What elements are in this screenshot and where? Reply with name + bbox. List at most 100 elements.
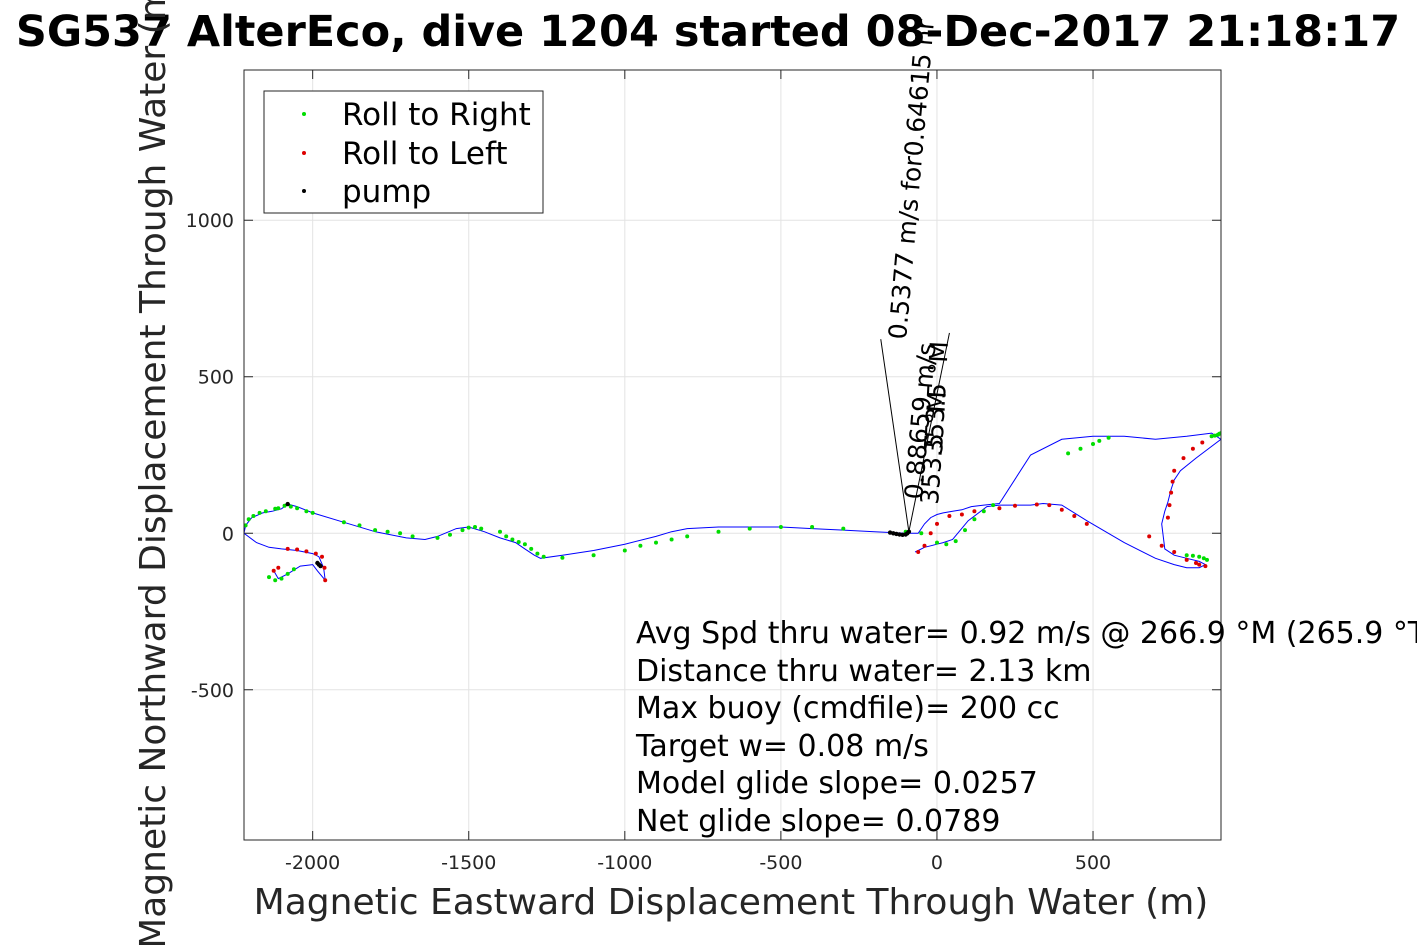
stat-model-glide: Model glide slope= 0.0257 [636, 766, 1038, 801]
roll-left-point [276, 565, 281, 570]
roll-right-point [1066, 451, 1071, 456]
roll-right-point [1091, 442, 1095, 446]
roll-right-point [273, 578, 278, 583]
roll-left-point [1059, 507, 1064, 512]
roll-right-point [944, 542, 949, 547]
roll-right-point [1078, 446, 1083, 451]
roll-left-point [959, 512, 964, 517]
roll-left-point [1170, 479, 1175, 484]
roll-right-point [257, 510, 262, 515]
roll-right-point [747, 526, 752, 531]
roll-left-point [304, 549, 309, 554]
roll-right-point [1212, 433, 1217, 438]
roll-right-point [304, 509, 309, 514]
roll-right-point [291, 567, 296, 572]
roll-right-point [510, 537, 515, 542]
legend-box [263, 90, 544, 214]
legend-label-pump: pump [342, 174, 431, 210]
roll-right-point [435, 535, 440, 540]
roll-right-point [529, 546, 534, 551]
roll-right-point [541, 554, 546, 559]
roll-right-point [357, 523, 362, 528]
legend: Roll to Right Roll to Left pump [263, 90, 544, 214]
roll-left-point [1159, 543, 1164, 548]
axes-box [243, 69, 1222, 841]
stat-max-buoy: Max buoy (cmdfile)= 200 cc [636, 691, 1060, 726]
series [244, 431, 1221, 583]
roll-right-point [963, 528, 967, 533]
roll-right-point [460, 528, 465, 533]
y-tick-label: -500 [191, 680, 234, 702]
roll-left-point [1013, 503, 1017, 508]
roll-right-point [778, 525, 783, 529]
roll-left-point [922, 543, 927, 548]
legend-label-roll-left: Roll to Left [342, 136, 508, 172]
roll-right-point [251, 514, 256, 518]
roll-right-point [1205, 557, 1209, 562]
roll-left-point [947, 514, 952, 518]
roll-right-point [716, 529, 721, 534]
x-tick-label: -500 [759, 852, 802, 874]
current-vector-2 [908, 332, 950, 532]
chart-title: SG537 AlterEco, dive 1204 started 08-Dec… [16, 7, 1400, 57]
roll-left-point [1147, 534, 1152, 539]
roll-right-point [285, 571, 290, 576]
roll-right-point [410, 534, 415, 539]
roll-right-point [273, 506, 278, 511]
roll-left-point [1203, 564, 1208, 569]
roll-left-point [1034, 502, 1039, 507]
roll-left-point [928, 531, 933, 536]
pump-point [906, 529, 912, 534]
roll-right-point [244, 523, 248, 528]
roll-left-point [1190, 446, 1195, 451]
legend-label-roll-right: Roll to Right [342, 97, 531, 133]
roll-left-point [1169, 490, 1174, 495]
roll-left-point [285, 546, 290, 551]
roll-left-point [935, 521, 939, 526]
roll-right-point [279, 576, 284, 581]
roll-right-point [841, 526, 846, 531]
roll-right-point [591, 553, 596, 558]
roll-right-point [1197, 554, 1202, 559]
y-tick-label: 0 [222, 523, 234, 545]
roll-right-point [288, 504, 293, 509]
roll-right-point [341, 520, 346, 525]
stat-target-w: Target w= 0.08 m/s [635, 729, 929, 764]
roll-right-point [1201, 556, 1206, 561]
roll-left-point [1172, 468, 1177, 473]
roll-left-point [271, 568, 276, 573]
roll-right-point [473, 525, 477, 529]
roll-right-point [981, 509, 986, 514]
current-vector-1 [880, 339, 910, 532]
roll-right-point [466, 525, 471, 530]
current-label-4: 353.5 °M [919, 340, 954, 455]
roll-right-point [953, 539, 958, 544]
x-tick-label: -2000 [285, 852, 340, 874]
roll-right-point [295, 506, 300, 511]
roll-right-point [522, 542, 527, 547]
roll-left-point [1084, 521, 1089, 526]
roll-left-point [295, 547, 300, 552]
roll-right-point [1184, 553, 1189, 558]
roll-right-point [504, 534, 509, 539]
roll-right-point [1106, 435, 1111, 440]
stat-distance: Distance thru water= 2.13 km [636, 654, 1091, 689]
roll-left-point [323, 578, 328, 583]
roll-right-point [919, 531, 924, 536]
pump-point [318, 563, 323, 569]
roll-right-point [448, 532, 452, 537]
x-tick-label: 500 [1075, 852, 1111, 874]
roll-right-point [622, 548, 627, 553]
roll-left-point [1047, 503, 1052, 508]
roll-left-point [313, 551, 318, 556]
roll-right-point [479, 526, 484, 531]
roll-left-point [1167, 503, 1172, 508]
roll-right-point [638, 543, 643, 548]
x-tick-label: 0 [931, 852, 943, 874]
roll-left-point [997, 506, 1002, 511]
ticks: -2000 -1500 -1000 -500 0 500 -500 0 500 1000 [186, 70, 1221, 874]
roll-left-point [320, 554, 324, 559]
roll-right-point [267, 575, 271, 580]
stats-block: Avg Spd thru water= 0.92 m/s @ 266.9 °M … [635, 616, 1417, 839]
roll-right-point [991, 503, 996, 508]
